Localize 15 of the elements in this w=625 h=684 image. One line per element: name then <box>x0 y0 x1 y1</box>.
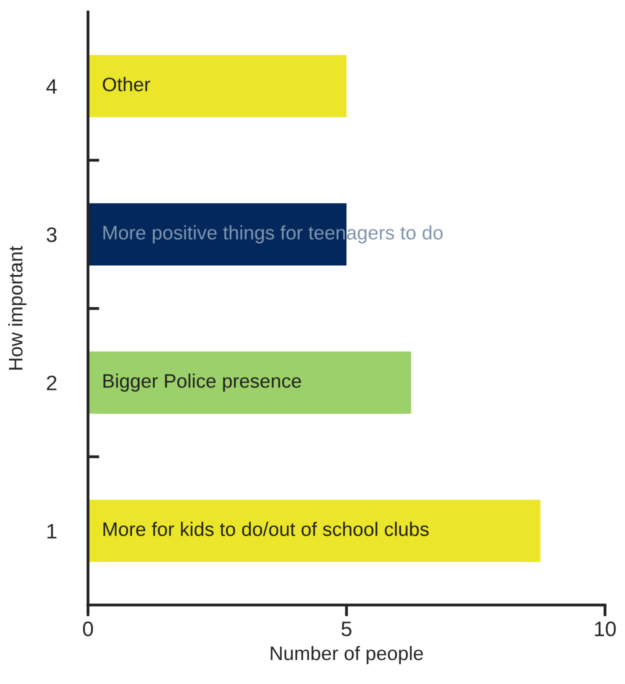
bar <box>88 500 540 562</box>
x-axis-title: Number of people <box>270 646 423 664</box>
y-tick-label: 3 <box>46 227 57 242</box>
y-tick-label: 2 <box>46 376 56 390</box>
bar <box>88 351 412 414</box>
y-tick-label: 4 <box>46 79 57 94</box>
annotation: Other <box>102 77 150 92</box>
bar <box>88 54 346 118</box>
x-tick-label: 0 <box>83 622 93 636</box>
x-tick-label: 5 <box>342 622 352 636</box>
x-tick-label: 10 <box>595 622 616 636</box>
y-tick-label: 1 <box>47 524 56 538</box>
annotation: Bigger Police presence <box>103 374 301 392</box>
y-axis-title: How important <box>8 246 26 370</box>
annotation: More for kids to do/out of school clubs <box>103 522 429 536</box>
